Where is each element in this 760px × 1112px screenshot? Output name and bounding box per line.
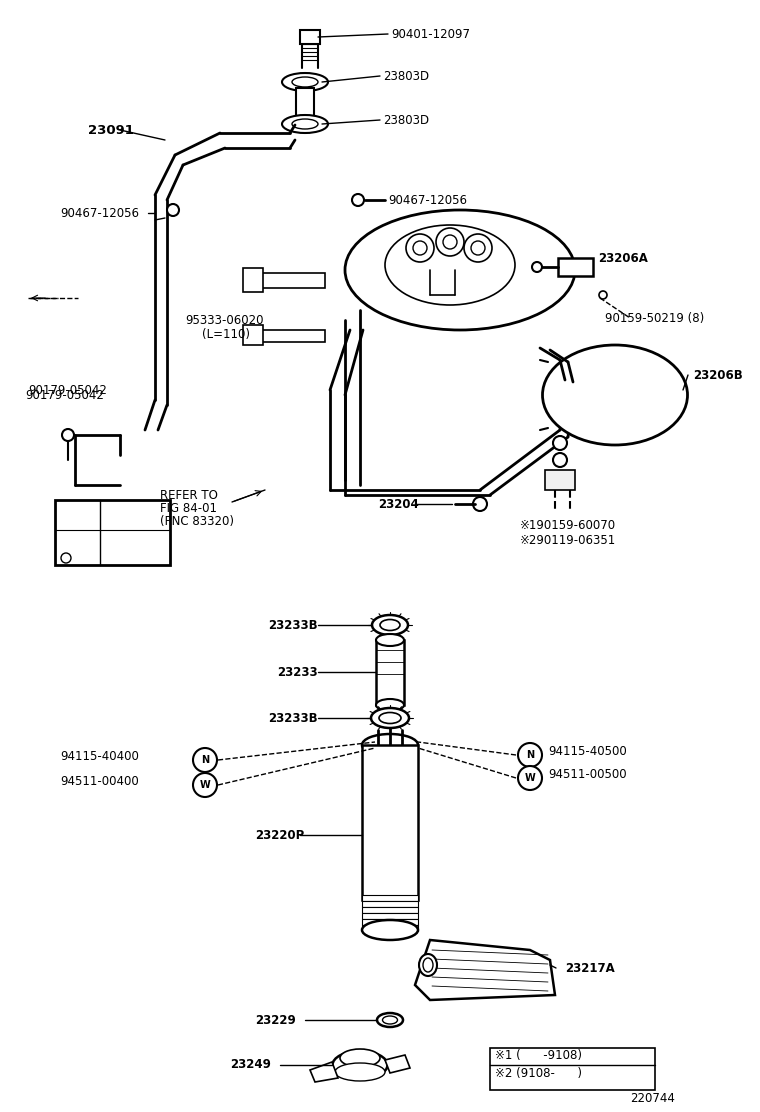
Bar xyxy=(300,30,320,44)
Ellipse shape xyxy=(380,619,400,631)
Text: FIG 84-01: FIG 84-01 xyxy=(160,502,217,515)
Ellipse shape xyxy=(385,225,515,305)
Ellipse shape xyxy=(292,119,318,129)
Text: 90179-05042: 90179-05042 xyxy=(28,384,107,397)
Text: 90179-05042: 90179-05042 xyxy=(25,388,104,401)
Text: 94115-40500: 94115-40500 xyxy=(548,745,627,757)
Text: ※190159-60070: ※190159-60070 xyxy=(520,518,616,532)
Text: 90401-12097: 90401-12097 xyxy=(391,28,470,40)
Ellipse shape xyxy=(419,954,437,976)
Ellipse shape xyxy=(292,77,318,87)
Bar xyxy=(490,1048,655,1090)
Text: 23249: 23249 xyxy=(230,1059,271,1072)
Circle shape xyxy=(413,241,427,255)
Ellipse shape xyxy=(372,615,408,635)
Ellipse shape xyxy=(377,1013,403,1027)
Bar xyxy=(362,895,418,901)
Text: 23233B: 23233B xyxy=(268,618,318,632)
Bar xyxy=(362,745,418,900)
Text: 23229: 23229 xyxy=(255,1013,296,1026)
Bar xyxy=(376,641,404,705)
Bar xyxy=(362,913,418,919)
Text: (L=110): (L=110) xyxy=(202,328,250,340)
Ellipse shape xyxy=(340,1049,380,1068)
Text: ※1 (      -9108): ※1 ( -9108) xyxy=(495,1050,582,1062)
Bar xyxy=(362,919,418,925)
Text: 94511-00400: 94511-00400 xyxy=(60,774,139,787)
Circle shape xyxy=(518,743,542,767)
Text: ※290119-06351: ※290119-06351 xyxy=(520,534,616,546)
Text: N: N xyxy=(201,755,209,765)
Text: W: W xyxy=(200,780,211,790)
Text: 23217A: 23217A xyxy=(565,962,615,974)
Bar xyxy=(55,500,170,565)
Circle shape xyxy=(62,429,74,441)
Text: 23206B: 23206B xyxy=(693,368,743,381)
Circle shape xyxy=(436,228,464,256)
Ellipse shape xyxy=(379,713,401,724)
Ellipse shape xyxy=(333,1051,388,1079)
Ellipse shape xyxy=(376,634,404,646)
Text: 94511-00500: 94511-00500 xyxy=(548,767,627,781)
Bar xyxy=(260,274,325,288)
Text: 23206A: 23206A xyxy=(598,251,648,265)
Bar xyxy=(296,88,314,116)
Bar xyxy=(260,330,325,342)
Text: (PNC 83320): (PNC 83320) xyxy=(160,515,234,527)
Ellipse shape xyxy=(345,210,575,330)
Bar xyxy=(243,325,263,345)
Bar xyxy=(362,925,418,931)
Text: 23803D: 23803D xyxy=(383,70,429,82)
Circle shape xyxy=(61,553,71,563)
Circle shape xyxy=(599,291,607,299)
Text: W: W xyxy=(524,773,535,783)
Ellipse shape xyxy=(282,115,328,133)
Ellipse shape xyxy=(371,708,409,728)
Ellipse shape xyxy=(362,734,418,756)
Circle shape xyxy=(532,262,542,272)
Text: 94115-40400: 94115-40400 xyxy=(60,749,139,763)
Polygon shape xyxy=(310,1062,338,1082)
Bar xyxy=(545,470,575,490)
Circle shape xyxy=(553,436,567,450)
Text: ※2 (9108-      ): ※2 (9108- ) xyxy=(495,1068,582,1081)
Circle shape xyxy=(352,193,364,206)
Ellipse shape xyxy=(362,920,418,940)
Circle shape xyxy=(473,497,487,512)
Ellipse shape xyxy=(423,959,433,972)
Text: 23204: 23204 xyxy=(378,497,419,510)
Polygon shape xyxy=(385,1055,410,1073)
Circle shape xyxy=(193,748,217,772)
Text: 90467-12056: 90467-12056 xyxy=(60,207,139,219)
Bar xyxy=(243,268,263,292)
Ellipse shape xyxy=(376,699,404,711)
Text: 95333-06020: 95333-06020 xyxy=(185,314,264,327)
Bar xyxy=(362,901,418,907)
Circle shape xyxy=(193,773,217,797)
Ellipse shape xyxy=(543,345,688,445)
Circle shape xyxy=(553,453,567,467)
Circle shape xyxy=(471,241,485,255)
Text: 90159-50219 (8): 90159-50219 (8) xyxy=(605,311,705,325)
Text: REFER TO: REFER TO xyxy=(160,488,218,502)
Bar xyxy=(362,907,418,913)
Bar xyxy=(558,258,593,276)
Text: N: N xyxy=(526,749,534,759)
Circle shape xyxy=(443,235,457,249)
Text: 23091: 23091 xyxy=(88,123,134,137)
Text: 90467-12056: 90467-12056 xyxy=(388,193,467,207)
Polygon shape xyxy=(415,940,555,1000)
Text: 23233B: 23233B xyxy=(268,712,318,725)
Ellipse shape xyxy=(335,1063,385,1081)
Text: 23803D: 23803D xyxy=(383,113,429,127)
Circle shape xyxy=(518,766,542,790)
Circle shape xyxy=(406,234,434,262)
Text: 220744: 220744 xyxy=(630,1092,675,1104)
Ellipse shape xyxy=(282,73,328,91)
Text: 23220P: 23220P xyxy=(255,828,304,842)
Circle shape xyxy=(167,203,179,216)
Circle shape xyxy=(464,234,492,262)
Text: 23233: 23233 xyxy=(277,665,318,678)
Ellipse shape xyxy=(382,1016,397,1024)
